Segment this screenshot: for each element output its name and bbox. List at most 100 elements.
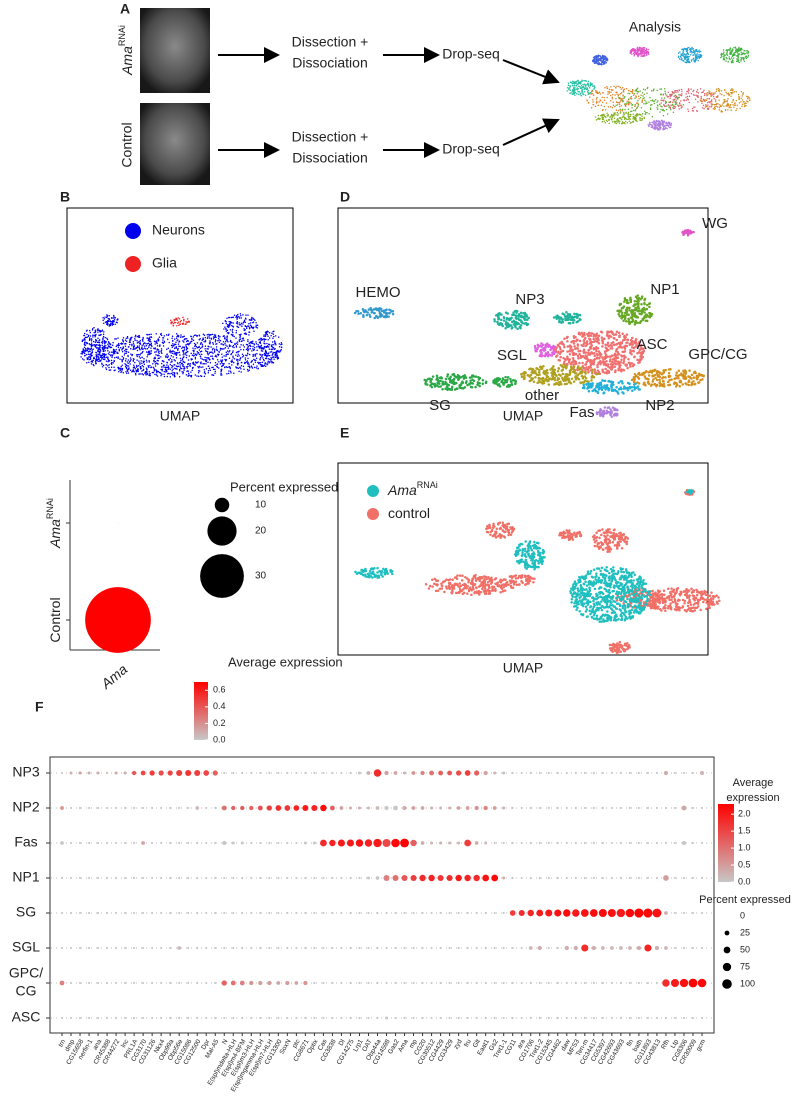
dot bbox=[178, 806, 181, 810]
cell-cloud bbox=[102, 314, 119, 327]
x-tick-label: mp bbox=[408, 1038, 419, 1050]
dot bbox=[266, 805, 272, 811]
dot bbox=[583, 806, 586, 810]
dot bbox=[304, 876, 307, 880]
dot bbox=[520, 806, 523, 810]
dot bbox=[384, 1016, 389, 1020]
dot bbox=[286, 771, 289, 775]
dot bbox=[115, 911, 118, 915]
dot bbox=[366, 771, 371, 775]
dot bbox=[69, 771, 73, 775]
dot bbox=[373, 769, 382, 777]
dot bbox=[115, 876, 118, 880]
dot bbox=[592, 981, 595, 985]
dot bbox=[536, 909, 544, 917]
dot bbox=[430, 911, 433, 915]
step-text: Dissociation bbox=[292, 55, 367, 71]
dot bbox=[520, 946, 523, 950]
dot bbox=[537, 945, 542, 951]
dot bbox=[592, 806, 595, 810]
cluster-label: SG bbox=[429, 397, 451, 414]
umap-plot bbox=[354, 489, 721, 654]
dot bbox=[673, 946, 677, 950]
dot bbox=[583, 876, 586, 880]
dot bbox=[430, 1016, 433, 1020]
dot bbox=[277, 1016, 280, 1020]
colorbar-label: 1.5 bbox=[738, 826, 751, 836]
dot bbox=[286, 841, 289, 845]
dot bbox=[484, 841, 488, 845]
dot bbox=[78, 771, 82, 775]
row-label: CG bbox=[16, 983, 37, 999]
dot bbox=[574, 806, 577, 810]
dot bbox=[295, 1016, 298, 1020]
dot bbox=[196, 876, 199, 880]
dot bbox=[688, 978, 698, 988]
dot bbox=[601, 876, 604, 880]
dot bbox=[527, 909, 534, 917]
dot bbox=[538, 841, 541, 845]
dot bbox=[466, 1016, 469, 1020]
cell-cloud bbox=[677, 46, 703, 64]
dot bbox=[493, 841, 496, 845]
dot bbox=[59, 980, 65, 986]
dot bbox=[358, 946, 361, 950]
dot bbox=[187, 876, 190, 880]
dot bbox=[268, 911, 271, 915]
dot bbox=[114, 771, 118, 775]
dot bbox=[646, 981, 649, 985]
legend-dot bbox=[214, 497, 230, 513]
legend-label: 0 bbox=[740, 910, 745, 920]
dot bbox=[475, 946, 478, 950]
brain-image bbox=[140, 103, 210, 185]
dot bbox=[637, 771, 640, 775]
dot bbox=[232, 771, 235, 775]
legend-swatch bbox=[367, 508, 379, 520]
dot bbox=[295, 946, 298, 950]
dot bbox=[465, 806, 470, 810]
dot bbox=[493, 1016, 496, 1020]
dot bbox=[223, 911, 226, 915]
dot bbox=[439, 981, 442, 985]
dot bbox=[556, 876, 559, 880]
dot bbox=[60, 946, 64, 950]
dot bbox=[448, 841, 452, 845]
cell-cloud bbox=[629, 46, 650, 58]
dot bbox=[205, 876, 208, 880]
dot bbox=[196, 1016, 199, 1020]
dot bbox=[493, 946, 496, 950]
legend-dot bbox=[722, 979, 732, 989]
dot bbox=[295, 771, 298, 775]
dot bbox=[60, 911, 64, 915]
dot bbox=[241, 911, 244, 915]
dot bbox=[663, 875, 669, 881]
legend-title: expression bbox=[726, 792, 779, 804]
cluster-label: other bbox=[525, 387, 559, 404]
cell-cloud bbox=[591, 528, 629, 554]
dot bbox=[250, 946, 253, 950]
dot bbox=[634, 908, 644, 918]
dot bbox=[393, 805, 398, 811]
dot bbox=[337, 839, 345, 847]
dot bbox=[556, 841, 559, 845]
dot bbox=[652, 908, 662, 918]
dot bbox=[610, 771, 613, 775]
dot bbox=[628, 981, 631, 985]
row-label: Control bbox=[47, 597, 63, 642]
dot bbox=[664, 841, 668, 845]
dot bbox=[616, 908, 626, 918]
dot bbox=[564, 945, 569, 951]
dot bbox=[250, 841, 253, 845]
dot bbox=[169, 841, 172, 845]
dot bbox=[187, 1016, 190, 1020]
dot bbox=[223, 771, 226, 775]
dot bbox=[383, 874, 390, 882]
dot bbox=[142, 981, 145, 985]
dot bbox=[257, 805, 263, 811]
dot bbox=[610, 876, 613, 880]
dot bbox=[367, 946, 370, 950]
dot bbox=[133, 946, 136, 950]
dot bbox=[124, 876, 127, 880]
dot bbox=[520, 876, 523, 880]
